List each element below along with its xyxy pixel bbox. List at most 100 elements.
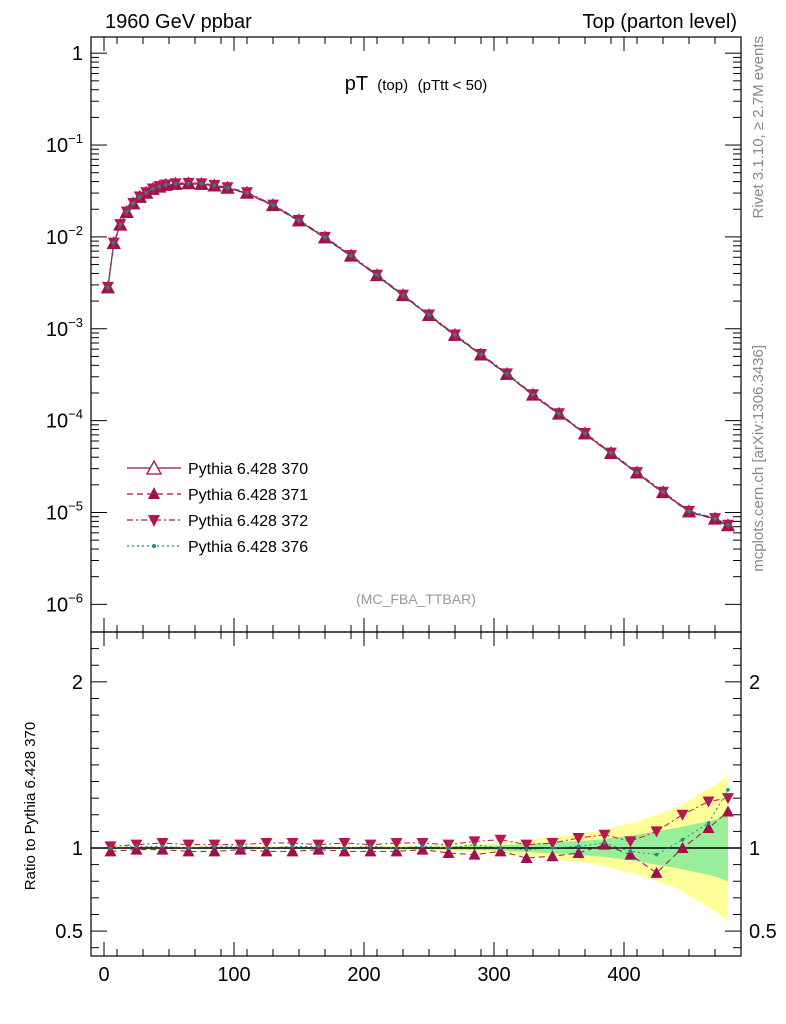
data-point-series-4 [323,235,327,240]
y-tick-label: 10−3 [46,315,83,341]
ratio-point-3 [238,844,243,849]
header-left: 1960 GeV ppbar [105,11,252,33]
ratio-point-3 [290,844,295,849]
ratio-point-1 [650,866,663,878]
ratio-point-2 [182,839,195,851]
ratio-point-2 [260,838,273,850]
data-point-series-4 [212,183,217,188]
data-point-series-4 [157,184,162,189]
ratio-point-3 [264,846,269,850]
ratio-point-3 [446,846,451,850]
main-title: pT (top) (pTtt < 50) [345,73,488,95]
ratio-point-3 [186,846,191,850]
legend-label-1: Pythia 6.428 370 [188,461,308,478]
legend-marker-1 [145,459,163,475]
ratio-point-1 [520,851,533,863]
ratio-point-2 [520,839,533,851]
ratio-point-3 [498,846,503,850]
ratio-point-2 [494,834,507,846]
ratio-point-2 [598,829,611,841]
main-title-sub2: (pTtt < 50) [418,77,488,94]
x-tick-label: 0 [98,964,109,986]
ratio-point-3 [342,846,347,850]
ratio-point-1 [156,843,169,855]
main-title-main: pT [345,73,368,95]
x-tick-label: 200 [347,964,380,986]
ratio-point-3 [108,846,113,850]
ratio-point-3 [212,844,217,849]
data-point-series-4 [583,431,587,436]
ratio-point-2 [702,796,715,808]
x-tick-label: 400 [607,964,640,986]
ratio-point-3 [602,841,607,845]
x-tick-label: 300 [477,964,510,986]
x-tick-label: 100 [217,964,250,986]
data-point-series-4 [106,285,110,290]
ratio-point-1 [624,848,637,860]
data-point-series-4 [163,183,168,187]
legend: Pythia 6.428 370 Pythia 6.428 371 Pythia 6… [127,459,308,556]
data-point-series-4 [687,509,691,514]
ratio-point-1 [260,845,273,857]
ratio-point-3 [680,837,685,842]
ratio-point-3 [654,852,659,857]
data-point-series-4 [635,470,639,475]
y-tick-label: 1 [72,43,83,65]
data-point-series-4 [199,181,204,186]
series-line-4 [107,182,729,526]
ratio-point-1 [338,845,351,857]
legend-label-3: Pythia 6.428 372 [188,513,308,530]
header-right: Top (parton level) [582,11,737,33]
ratio-point-1 [286,845,299,857]
ratio-point-1 [702,822,715,834]
data-point-series-4 [401,293,405,297]
ratio-point-2 [390,838,403,850]
ratio-point-2 [416,838,429,850]
data-point-series-4 [349,253,353,258]
ratio-point-1 [722,805,734,817]
ratio-point-3 [316,844,321,849]
data-point-series-4 [375,273,379,277]
ratio-point-3 [628,849,633,854]
legend-label-2: Pythia 6.428 371 [188,487,308,504]
data-point-series-4 [479,352,483,357]
ratio-point-1 [208,845,221,857]
ratio-point-3 [472,842,477,847]
ratio-y-tick-label-left: 1 [72,838,83,860]
ratio-point-3 [524,847,529,852]
x-axis-labels: 0 100 200 300 400 [98,964,640,986]
ratio-point-3 [394,846,399,850]
data-point-series-4 [297,218,301,223]
ratio-point-2 [468,836,481,848]
ratio-point-3 [160,844,165,849]
data-point-series-4 [186,181,191,186]
data-point-series-4 [124,210,129,214]
main-panel: 10−6 10−5 10−4 10−3 10−2 10−1 1 pT (top) (pTtt… [46,36,742,633]
ratio-point-1 [390,845,403,857]
ratio-point-3 [706,821,711,825]
data-point-series-4 [118,222,123,227]
ratio-point-2 [676,809,689,821]
ratio-point-1 [572,846,585,858]
ratio-point-1 [364,845,377,857]
main-title-sub1: (top) [377,77,408,94]
data-point-series-4 [131,201,136,206]
side-text-upper: Rivet 3.1.10, ≥ 2.7M events [750,36,767,219]
data-point-series-4 [111,241,116,245]
main-watermark: (MC_FBA_TTBAR) [356,591,476,607]
data-point-series-4 [609,451,613,455]
data-point-series-4 [661,490,665,494]
y-tick-label: 10−5 [46,498,83,524]
ratio-point-1 [182,845,195,857]
ratio-point-2 [624,836,637,848]
ratio-point-1 [494,845,507,857]
data-point-series-4 [453,333,457,337]
ratio-point-1 [442,846,455,858]
ratio-point-2 [156,838,169,850]
ratio-point-2 [338,838,351,850]
ratio-point-1 [676,842,689,853]
ratio-y-tick-label-right: 1 [749,838,760,860]
data-point-series-4 [726,523,730,527]
y-tick-label: 10−2 [46,223,83,249]
